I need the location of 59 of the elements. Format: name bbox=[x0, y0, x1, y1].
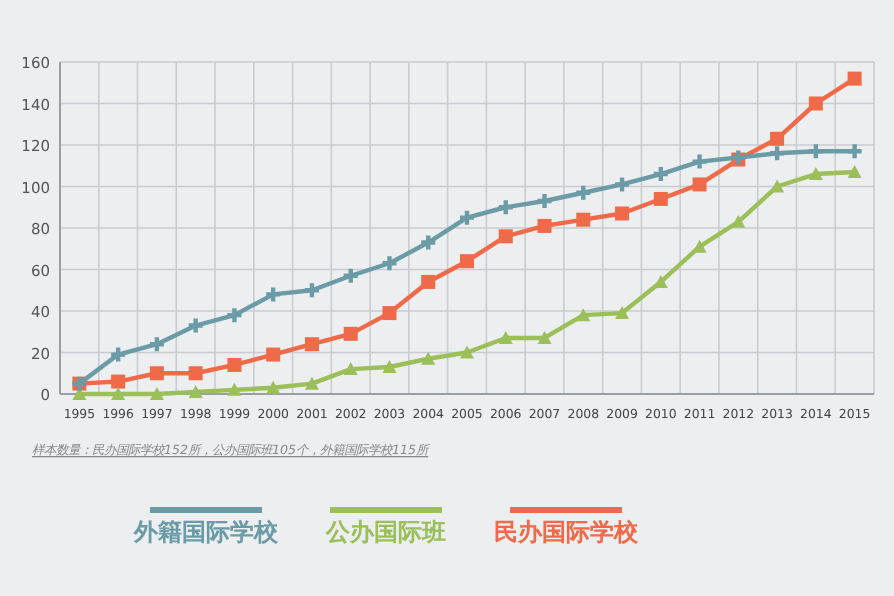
point bbox=[227, 382, 242, 396]
point bbox=[421, 351, 436, 365]
point bbox=[496, 198, 515, 217]
point bbox=[537, 330, 552, 344]
point bbox=[304, 376, 319, 390]
point bbox=[188, 384, 203, 398]
point bbox=[266, 380, 281, 394]
point bbox=[380, 254, 399, 273]
point bbox=[767, 144, 787, 163]
point bbox=[651, 164, 671, 184]
point bbox=[498, 330, 513, 344]
point bbox=[382, 306, 397, 321]
point bbox=[341, 266, 360, 285]
point bbox=[574, 183, 593, 202]
point bbox=[847, 71, 862, 86]
point bbox=[149, 366, 164, 381]
point bbox=[808, 96, 823, 111]
point bbox=[225, 305, 244, 325]
point bbox=[343, 326, 358, 341]
point bbox=[808, 167, 823, 181]
point bbox=[343, 362, 358, 376]
point bbox=[770, 179, 785, 193]
point bbox=[419, 233, 438, 252]
point bbox=[690, 152, 709, 171]
point bbox=[576, 308, 591, 322]
point bbox=[731, 214, 746, 228]
point bbox=[304, 337, 319, 352]
legend-label: 外籍国际学校 bbox=[132, 518, 280, 546]
point bbox=[263, 285, 283, 304]
point bbox=[498, 229, 513, 244]
point bbox=[382, 360, 397, 374]
point bbox=[615, 306, 630, 320]
point bbox=[537, 218, 552, 233]
point bbox=[692, 177, 707, 192]
point bbox=[653, 191, 668, 206]
point bbox=[188, 366, 203, 381]
point bbox=[615, 206, 630, 221]
point bbox=[266, 347, 281, 362]
point bbox=[147, 335, 167, 354]
point bbox=[806, 142, 826, 161]
point bbox=[576, 212, 591, 227]
legend-label: 民办国际学校 bbox=[494, 518, 640, 546]
point bbox=[612, 175, 632, 194]
point bbox=[692, 239, 707, 253]
point bbox=[302, 281, 322, 300]
point bbox=[847, 164, 862, 178]
point bbox=[186, 316, 205, 335]
point bbox=[457, 208, 477, 227]
point bbox=[227, 357, 242, 372]
point bbox=[535, 191, 554, 211]
point bbox=[770, 131, 785, 146]
legend-label: 公办国际班 bbox=[324, 518, 446, 546]
point bbox=[460, 254, 474, 269]
point bbox=[460, 345, 474, 359]
point bbox=[111, 387, 126, 400]
point bbox=[108, 345, 128, 364]
point bbox=[421, 274, 436, 289]
point bbox=[149, 387, 164, 400]
point bbox=[111, 374, 126, 389]
